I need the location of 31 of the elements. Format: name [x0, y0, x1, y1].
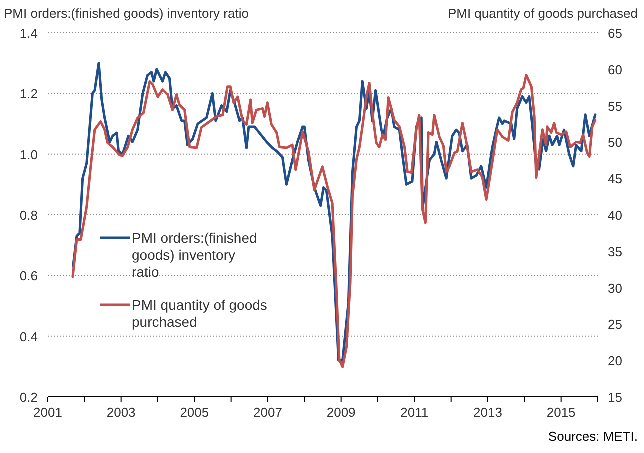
x-tick-label: 2015	[546, 405, 576, 420]
y2-tick-label: 50	[608, 135, 622, 150]
y-axis-title: PMI orders:(finished goods) inventory ratio	[4, 6, 249, 21]
source-note: Sources: METI.	[548, 429, 638, 444]
y2-tick-label: 15	[608, 390, 622, 405]
y2-tick-label: 35	[608, 244, 622, 260]
y2-tick-label: 25	[608, 317, 622, 332]
y2-axis-title: PMI quantity of goods purchased	[448, 6, 638, 21]
y-tick-label: 0.6	[20, 268, 38, 284]
y2-tick-label: 20	[608, 354, 622, 369]
y-tick-label: 1.4	[20, 26, 38, 41]
y-tick-label: 1.0	[20, 147, 38, 162]
y2-tick-label: 65	[608, 26, 622, 41]
y2-tick-label: 40	[608, 208, 622, 223]
legend-label: PMI orders:(finished goods) inventory ratio	[132, 230, 258, 280]
x-tick-label: 2013	[474, 405, 502, 420]
x-tick-label: 2011	[400, 405, 429, 420]
y2-tick-label: 55	[608, 98, 622, 114]
legend-label: PMI quantity of goods purchased	[132, 297, 268, 330]
y-tick-label: 1.2	[20, 86, 38, 102]
x-tick-label: 2003	[106, 405, 136, 420]
x-tick-label: 2001	[34, 405, 62, 420]
y-tick-label: 0.2	[20, 390, 38, 405]
y2-tick-label: 45	[608, 172, 622, 187]
y2-tick-label: 60	[608, 62, 622, 78]
x-tick-label: 2005	[180, 405, 210, 420]
x-tick-label: 2009	[326, 405, 356, 420]
x-tick-label: 2007	[254, 405, 282, 420]
y-tick-label: 0.4	[20, 329, 38, 344]
y2-tick-label: 30	[608, 280, 622, 296]
y-tick-label: 0.8	[20, 208, 38, 223]
